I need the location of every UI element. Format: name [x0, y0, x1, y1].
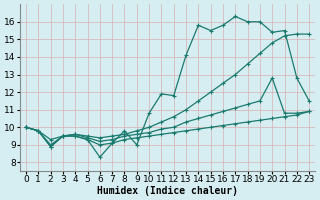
X-axis label: Humidex (Indice chaleur): Humidex (Indice chaleur): [97, 186, 238, 196]
